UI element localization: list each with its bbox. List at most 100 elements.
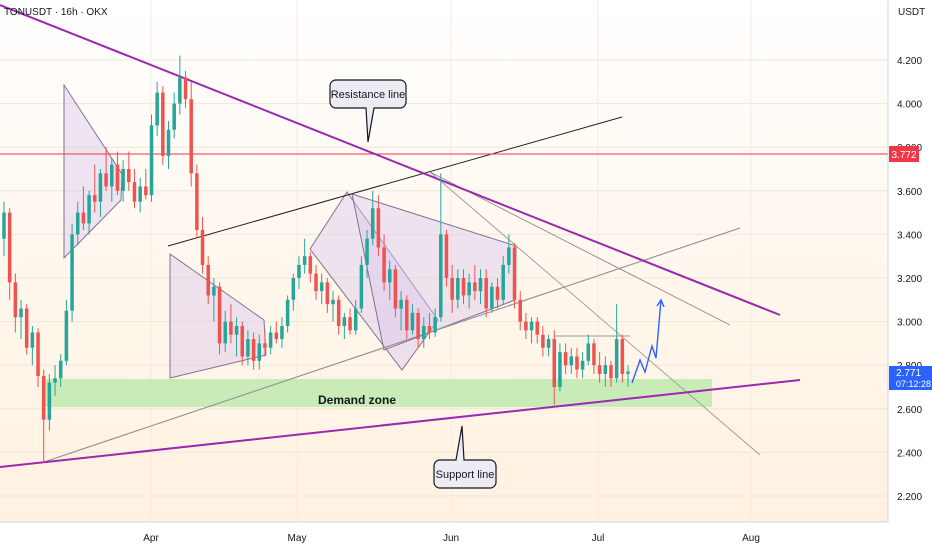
candle xyxy=(172,92,176,139)
candle xyxy=(268,325,273,355)
candle-body xyxy=(217,286,222,344)
candle xyxy=(478,269,483,305)
candle-body xyxy=(257,343,262,361)
candle-body xyxy=(473,282,477,292)
candle-body xyxy=(427,325,432,333)
resistance-price-tag-text: 3.772 xyxy=(891,150,916,161)
candle xyxy=(149,114,154,202)
candle-body xyxy=(325,282,330,305)
candle-body xyxy=(206,264,210,296)
candle xyxy=(144,169,148,200)
candle-body xyxy=(183,77,188,100)
candle-body xyxy=(319,282,324,292)
candle-body xyxy=(189,99,193,174)
candle-body xyxy=(144,186,148,196)
candle-body xyxy=(98,173,103,202)
candle-body xyxy=(161,92,165,156)
candle-body xyxy=(223,321,227,344)
candle xyxy=(575,347,579,379)
candle-body xyxy=(370,208,375,239)
candle-body xyxy=(353,308,358,331)
candle xyxy=(30,325,35,366)
candle xyxy=(620,334,625,383)
candle xyxy=(229,304,233,344)
candle xyxy=(178,55,182,115)
candle xyxy=(410,304,415,335)
candle xyxy=(524,312,528,340)
price-tick-label: 2.200 xyxy=(897,492,922,503)
candle xyxy=(64,299,69,366)
candle-body xyxy=(546,339,551,348)
time-tick-label: May xyxy=(288,533,307,544)
price-tick-label: 2.400 xyxy=(897,448,922,459)
candle xyxy=(285,295,290,333)
candle xyxy=(53,365,57,396)
support-line xyxy=(0,379,801,468)
candle-body xyxy=(291,278,296,300)
candle xyxy=(393,264,398,318)
candle xyxy=(353,299,358,335)
candle xyxy=(166,121,171,169)
resistance-callout-label: Resistance line xyxy=(331,89,406,101)
candle-body xyxy=(229,321,233,335)
candle-body xyxy=(93,195,97,202)
symbol-header[interactable]: TONUSDT · 16h · OKX xyxy=(4,7,108,18)
candle-body xyxy=(501,264,505,300)
candle-body xyxy=(81,212,86,224)
candle xyxy=(234,317,239,357)
candle-body xyxy=(382,247,386,283)
grey-diagonal-1 xyxy=(43,227,741,463)
candle-body xyxy=(53,378,57,383)
candle xyxy=(552,330,557,405)
candle xyxy=(603,356,608,387)
candle xyxy=(87,190,91,235)
support-callout-label: Support line xyxy=(436,469,495,481)
candle xyxy=(518,291,522,331)
candle xyxy=(291,273,296,311)
candle-body xyxy=(234,325,239,335)
candle-body xyxy=(518,299,522,322)
candle-body xyxy=(433,317,437,333)
candle-body xyxy=(512,247,517,300)
candle-body xyxy=(274,332,279,340)
candle xyxy=(19,299,23,340)
candle xyxy=(217,282,222,355)
time-axis-background xyxy=(0,522,888,550)
candle xyxy=(331,291,335,322)
candle xyxy=(439,173,443,322)
candle xyxy=(132,169,137,209)
grey-diagonal-3 xyxy=(429,171,731,326)
candle xyxy=(569,347,574,374)
candle xyxy=(7,208,12,300)
upper-black-trendline xyxy=(167,116,623,247)
candle-body xyxy=(484,278,488,309)
candle xyxy=(501,256,505,305)
candle xyxy=(416,308,420,348)
time-tick-label: Jun xyxy=(443,533,459,544)
candle xyxy=(512,243,517,309)
candles xyxy=(2,55,630,464)
candle xyxy=(274,321,279,344)
candle xyxy=(93,164,97,213)
time-axis-ticks[interactable]: Apr May Jun Jul Aug xyxy=(143,533,760,544)
candle xyxy=(115,151,120,196)
candle-body xyxy=(580,360,585,370)
support-callout-bubble xyxy=(433,425,497,489)
last-price-value: 2.771 xyxy=(896,368,921,379)
candle xyxy=(546,334,551,357)
candle-body xyxy=(172,103,176,130)
candle xyxy=(495,278,500,309)
candle xyxy=(2,201,6,257)
candle-body xyxy=(614,339,619,379)
candle xyxy=(376,195,381,257)
candle-body xyxy=(246,339,250,357)
candle xyxy=(308,251,313,283)
last-price-tag-bg xyxy=(889,366,932,390)
candle xyxy=(70,223,74,322)
candle xyxy=(98,169,103,217)
candle xyxy=(461,269,466,305)
candle-body xyxy=(132,182,137,202)
candle xyxy=(13,273,18,333)
